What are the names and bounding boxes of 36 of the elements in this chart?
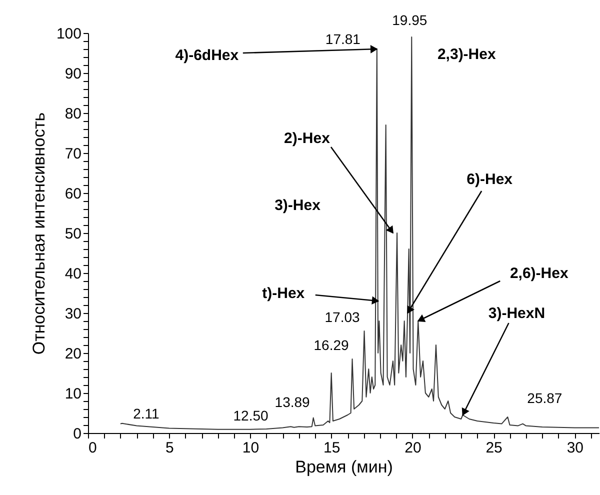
y-tick-label: 100 xyxy=(56,26,82,42)
annotation: 3)-HexN xyxy=(488,305,546,322)
y-tick-label: 60 xyxy=(64,186,82,202)
y-tick-label: 10 xyxy=(64,386,82,402)
x-tick-label: 15 xyxy=(323,440,340,456)
annotation: 2.11 xyxy=(133,405,160,422)
annotation: 4)-6dHex xyxy=(175,47,240,64)
annotation: 25.87 xyxy=(527,390,562,406)
annotation: 17.81 xyxy=(325,31,361,47)
y-tick-label: 80 xyxy=(64,106,82,122)
x-tick-label: 10 xyxy=(242,440,260,456)
annotation: 16.29 xyxy=(314,337,349,353)
annotation: 2,6)-Hex xyxy=(510,265,569,282)
y-tick-label: 90 xyxy=(64,66,82,82)
x-axis-title: Время (мин) xyxy=(295,458,393,476)
annotation: 17.03 xyxy=(324,309,360,325)
y-tick-label: 50 xyxy=(64,226,82,242)
x-tick-label: 30 xyxy=(566,440,584,456)
y-tick-label: 70 xyxy=(64,146,82,162)
y-tick-label: 30 xyxy=(64,306,82,322)
x-tick-label: 20 xyxy=(404,440,422,456)
x-tick-label: 0 xyxy=(88,440,97,456)
y-tick-label: 0 xyxy=(73,426,82,442)
annotation: t)-Hex xyxy=(262,285,306,302)
annotation: 2)-Hex xyxy=(284,130,331,147)
x-tick-label: 25 xyxy=(486,440,502,456)
x-tick-label: 5 xyxy=(165,440,174,456)
annotation: 6)-Hex xyxy=(466,171,514,188)
y-tick-label: 40 xyxy=(64,266,82,282)
y-axis-title: Относительная интенсивность xyxy=(29,112,48,355)
annotation: 19.95 xyxy=(392,12,428,28)
annotation: 2,3)-Hex xyxy=(437,46,496,63)
y-tick-label: 20 xyxy=(64,346,82,362)
annotation: 13.89 xyxy=(274,394,310,410)
annotation: 3)-Hex xyxy=(274,197,322,214)
annotation: 12.50 xyxy=(233,408,268,424)
